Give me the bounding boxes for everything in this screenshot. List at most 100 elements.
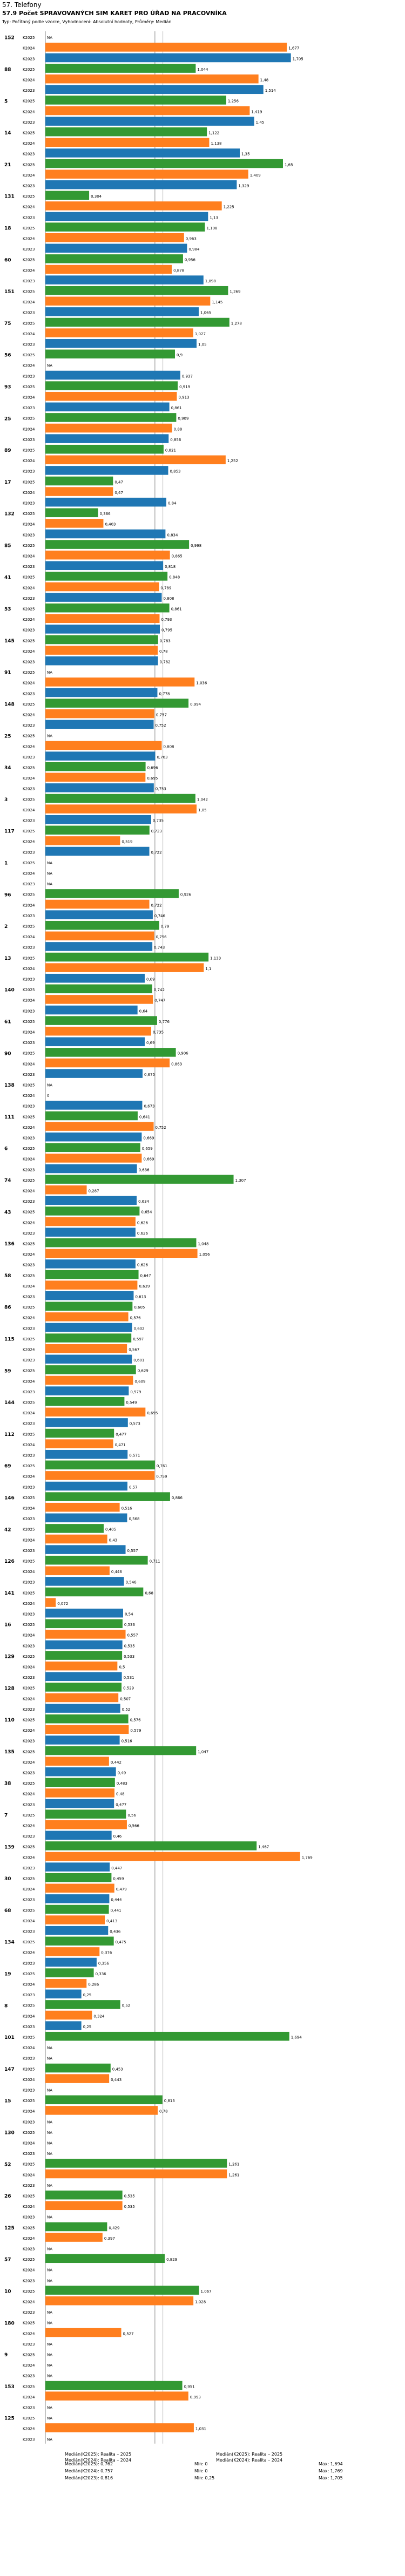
- series-label: K2023: [23, 247, 35, 252]
- value-label: 0,861: [171, 607, 182, 612]
- bar-k2023: [45, 656, 158, 666]
- bar-k2024: [45, 1026, 151, 1036]
- group-label: 25: [4, 416, 11, 422]
- na-label: NA: [47, 2416, 52, 2421]
- bar-k2024: [45, 2391, 188, 2401]
- series-label: K2023: [23, 946, 35, 950]
- value-label: 0,878: [173, 268, 184, 273]
- na-label: NA: [47, 2363, 52, 2368]
- value-label: 0,507: [120, 1697, 131, 1701]
- value-label: 1,028: [195, 2300, 206, 2304]
- value-label: 0,776: [159, 1020, 170, 1024]
- series-label: K2024: [23, 1348, 35, 1352]
- bar-k2024: [45, 455, 226, 465]
- bar-k2025: [45, 413, 177, 422]
- value-label: 0,673: [144, 1104, 154, 1109]
- series-label: K2023: [23, 1644, 35, 1648]
- bar-k2023: [45, 1831, 112, 1840]
- group-label: 86: [4, 1305, 11, 1311]
- bar-k2023: [45, 1577, 124, 1586]
- bar-k2024: [45, 296, 211, 306]
- series-label: K2023: [23, 850, 35, 855]
- value-label: 0,68: [145, 1591, 153, 1595]
- value-label: 1,252: [227, 459, 238, 463]
- na-label: NA: [47, 2215, 52, 2220]
- series-label: K2024: [23, 713, 35, 717]
- series-label: K2025: [23, 321, 35, 326]
- value-label: 0,926: [180, 893, 192, 897]
- value-label: 0,752: [156, 723, 166, 728]
- bar-k2023: [45, 1259, 136, 1269]
- value-label: 0,723: [151, 829, 162, 833]
- bar-k2023: [45, 1862, 110, 1872]
- bar-k2024: [45, 1852, 300, 1861]
- series-label: K2023: [23, 1993, 35, 1997]
- value-label: 0,287: [89, 1189, 99, 1194]
- value-label: 0,778: [159, 692, 170, 696]
- bar-k2024: [45, 1280, 138, 1290]
- group-label: 139: [4, 1845, 15, 1850]
- na-label: NA: [47, 2141, 52, 2146]
- value-label: 0,471: [115, 1443, 126, 1447]
- value-label: 1,705: [293, 57, 303, 61]
- bar-k2025: [45, 2095, 163, 2105]
- series-label: K2024: [23, 427, 35, 431]
- bar-k2024: [45, 2169, 227, 2179]
- value-label: 1,056: [199, 1252, 211, 1257]
- series-label: K2024: [23, 1062, 35, 1066]
- series-label: K2023: [23, 2247, 35, 2252]
- value-label: 0,695: [147, 1411, 158, 1415]
- bar-k2023: [45, 1069, 143, 1078]
- na-label: NA: [47, 2374, 52, 2378]
- series-label: K2023: [23, 470, 35, 474]
- value-label: 0,742: [154, 988, 165, 992]
- value-label: 0,356: [98, 1961, 110, 1965]
- series-label: K2025: [23, 2036, 35, 2040]
- value-label: 1,122: [208, 131, 219, 135]
- bar-k2025: [45, 1238, 197, 1248]
- na-label: NA: [47, 2406, 52, 2410]
- series-label: K2023: [23, 628, 35, 633]
- value-label: 0,795: [161, 628, 172, 633]
- bar-k2025: [45, 1587, 144, 1597]
- value-label: 1,48: [260, 78, 269, 83]
- series-label: K2024: [23, 300, 35, 304]
- series-label: K2025: [23, 36, 35, 40]
- group-label: 61: [4, 1020, 11, 1025]
- bar-k2024: [45, 1947, 100, 1956]
- series-label: K2025: [23, 2258, 35, 2262]
- group-label: 52: [4, 2162, 11, 2167]
- value-label: 0,531: [124, 1676, 134, 1680]
- series-label: K2024: [23, 1411, 35, 1415]
- value-label: 0,735: [153, 1031, 164, 1035]
- bar-k2025: [45, 508, 98, 518]
- value-label: 1,409: [250, 173, 261, 178]
- series-label: K2023: [23, 1485, 35, 1489]
- series-label: K2024: [23, 649, 35, 654]
- value-label: 0,78: [159, 2110, 168, 2114]
- series-label: K2025: [23, 1242, 35, 1246]
- bar-k2023: [45, 942, 153, 951]
- value-label: 1,677: [288, 46, 299, 51]
- value-label: 0,429: [109, 2226, 119, 2230]
- bar-k2024: [45, 391, 177, 401]
- bar-k2025: [45, 1016, 157, 1025]
- value-label: 0,84: [168, 501, 177, 506]
- series-label: K2025: [23, 893, 35, 897]
- series-label: K2023: [23, 2152, 35, 2156]
- bar-k2025: [45, 1492, 170, 1501]
- bar-k2024: [45, 646, 158, 655]
- value-label: 0,444: [111, 1898, 122, 1902]
- value-label: 0,477: [116, 1802, 126, 1807]
- series-label: K2024: [23, 491, 35, 495]
- bar-k2023: [45, 307, 199, 316]
- value-label: 1,261: [228, 2173, 239, 2177]
- series-label: K2023: [23, 1581, 35, 1585]
- bar-k2025: [45, 444, 164, 454]
- series-label: K2024: [23, 332, 35, 336]
- footer-median: Medián(K2025): 0,762: [65, 2462, 113, 2466]
- bar-k2023: [45, 1957, 97, 1967]
- group-label: 42: [4, 1527, 11, 1533]
- series-label: K2024: [23, 2205, 35, 2209]
- bar-k2024: [45, 550, 170, 560]
